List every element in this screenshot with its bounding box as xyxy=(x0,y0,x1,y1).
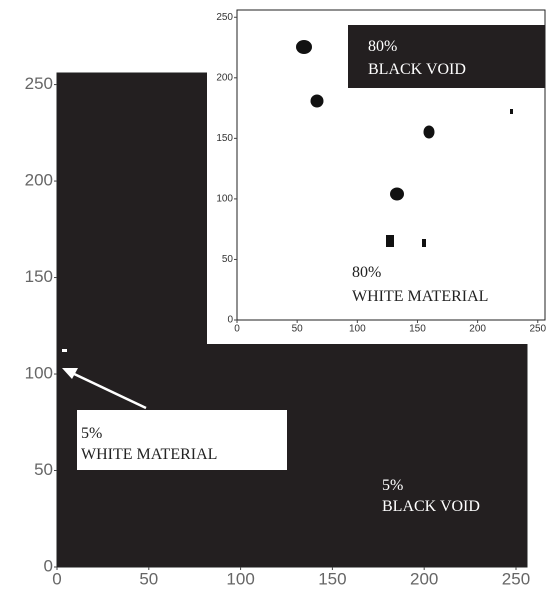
void xyxy=(422,239,426,247)
x-tick-label: 100 xyxy=(226,569,254,588)
x-tick-label: 200 xyxy=(469,324,486,335)
annotation: 80% xyxy=(352,264,381,281)
void xyxy=(296,40,312,54)
annotation: WHITE MATERIAL xyxy=(352,288,488,305)
y-tick-label: 200 xyxy=(216,72,233,83)
annotation: 80% xyxy=(368,38,397,55)
x-tick-label: 250 xyxy=(529,324,546,335)
y-tick-label: 0 xyxy=(44,556,53,575)
figure: 0 50 100 150 200 250 0 50 100 150 200 250 0 50 100 150 2… xyxy=(0,0,558,594)
annotation-box xyxy=(348,25,545,88)
x-tick-label: 150 xyxy=(409,324,426,335)
y-tick-label: 150 xyxy=(25,267,53,286)
annotation: 5% xyxy=(382,477,403,494)
void xyxy=(510,109,513,114)
x-tick-label: 50 xyxy=(139,569,158,588)
void xyxy=(311,95,324,108)
annotation: WHITE MATERIAL xyxy=(81,446,217,463)
y-tick-label: 0 xyxy=(227,315,233,326)
x-tick-label: 50 xyxy=(292,324,304,335)
void xyxy=(390,188,404,201)
x-tick-label: 250 xyxy=(502,569,530,588)
y-tick-label: 100 xyxy=(25,364,53,383)
y-tick-label: 150 xyxy=(216,133,233,144)
x-tick-label: 200 xyxy=(410,569,438,588)
x-tick-label: 0 xyxy=(52,569,61,588)
y-tick-label: 200 xyxy=(25,171,53,190)
y-tick-label: 250 xyxy=(216,12,233,23)
x-tick-label: 100 xyxy=(349,324,366,335)
x-tick-label: 0 xyxy=(234,324,240,335)
annotation: BLACK VOID xyxy=(382,498,480,515)
y-tick-label: 50 xyxy=(222,254,234,265)
x-tick-label: 150 xyxy=(318,569,346,588)
annotation: BLACK VOID xyxy=(368,61,466,78)
void xyxy=(386,235,394,247)
y-tick-label: 250 xyxy=(25,74,53,93)
y-tick-label: 50 xyxy=(34,460,53,479)
void xyxy=(424,126,435,139)
y-tick-label: 100 xyxy=(216,194,233,205)
annotation: 5% xyxy=(81,425,102,442)
white-speck xyxy=(62,349,67,352)
